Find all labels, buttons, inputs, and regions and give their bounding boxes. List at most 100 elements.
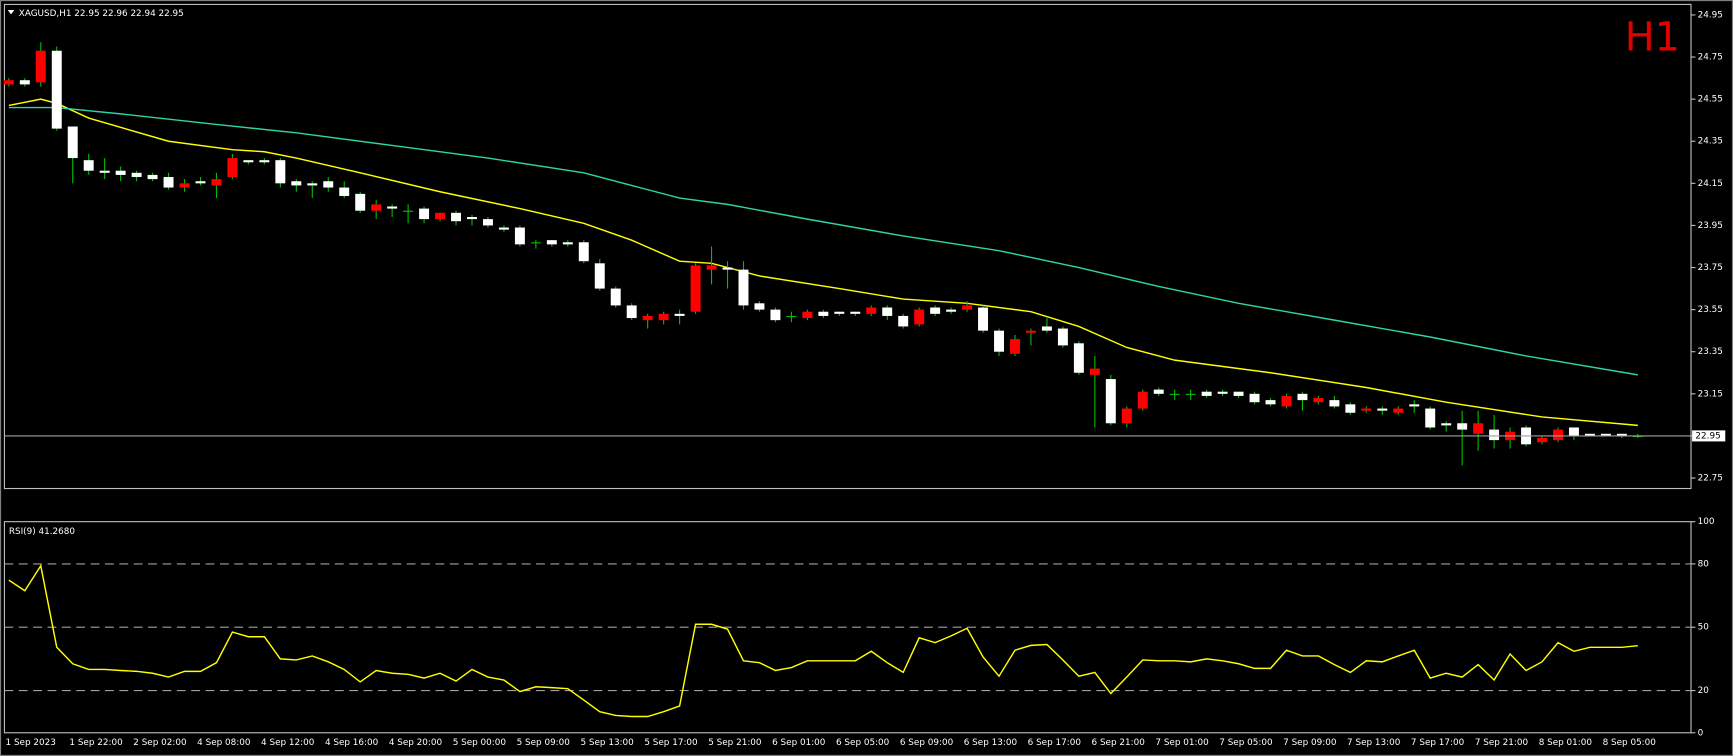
x-tick-label: 4 Sep 16:00: [325, 738, 379, 748]
x-tick-label: 5 Sep 21:00: [708, 738, 762, 748]
candle-body: [259, 160, 270, 163]
candle-body: [243, 160, 254, 163]
x-tick-label: 6 Sep 17:00: [1028, 738, 1082, 748]
candle-body: [307, 183, 318, 186]
rsi-header: RSI(9) 41.2680: [9, 527, 76, 537]
candle-body: [1441, 423, 1452, 426]
candle-body: [35, 50, 46, 83]
x-tick-label: 6 Sep 21:00: [1092, 738, 1146, 748]
candle-body: [467, 217, 477, 220]
candle-body: [610, 288, 621, 306]
symbol-header: XAGUSD,H1 22.95 22.96 22.94 22.95: [19, 9, 184, 19]
candle-body: [227, 158, 238, 178]
candle-body: [1600, 433, 1611, 436]
candle-body: [978, 307, 989, 331]
candle-body: [562, 242, 573, 245]
x-tick-label: 2 Sep 02:00: [133, 738, 187, 748]
x-tick-label: 5 Sep 00:00: [453, 738, 507, 748]
y-tick-label: 24.95: [1698, 10, 1723, 20]
candle-body: [1105, 379, 1116, 424]
candle-body: [1073, 343, 1084, 373]
candle-body: [1265, 400, 1276, 405]
candle-body: [1201, 391, 1212, 396]
candle-body: [83, 160, 94, 171]
candle-body: [1584, 433, 1595, 436]
price-panel: [3, 3, 1692, 490]
x-tick-label: 1 Sep 2023: [6, 738, 56, 748]
candle-body: [546, 240, 557, 245]
x-tick-label: 7 Sep 21:00: [1475, 738, 1529, 748]
candle-body: [482, 219, 493, 226]
y-tick-label: 24.35: [1698, 137, 1723, 147]
candle-body: [1537, 438, 1547, 443]
candle-body: [1233, 391, 1244, 396]
candle-body: [738, 269, 749, 306]
y-tick-label: 80: [1698, 559, 1710, 569]
candle-body: [994, 330, 1004, 352]
candle-body: [706, 265, 717, 270]
candle-body: [530, 242, 541, 244]
candle-body: [1457, 423, 1468, 430]
x-tick-label: 7 Sep 05:00: [1219, 738, 1273, 748]
x-tick-label: 5 Sep 13:00: [580, 738, 634, 748]
y-tick-label: 24.55: [1698, 95, 1723, 105]
x-tick-label: 5 Sep 09:00: [517, 738, 571, 748]
y-tick-label: 24.15: [1698, 179, 1723, 189]
candle-body: [147, 174, 158, 180]
candle-body: [211, 179, 222, 186]
candle-body: [355, 193, 366, 211]
candle-body: [1185, 393, 1196, 395]
x-tick-label: 8 Sep 01:00: [1539, 738, 1593, 748]
x-tick-label: 1 Sep 22:00: [69, 738, 123, 748]
candle-body: [19, 80, 30, 85]
candle-body: [51, 50, 62, 129]
candle-body: [115, 170, 126, 175]
candle-body: [866, 307, 877, 314]
x-tick-label: 4 Sep 20:00: [389, 738, 443, 748]
candle-body: [99, 170, 110, 173]
candle-body: [1393, 408, 1404, 413]
y-tick-label: 0: [1698, 728, 1704, 738]
candle-body: [770, 309, 781, 321]
candle-body: [1553, 429, 1563, 441]
candle-body: [1153, 389, 1164, 394]
candle-body: [642, 315, 653, 321]
candle-body: [1313, 398, 1324, 403]
candle-body: [1249, 393, 1260, 403]
candle-body: [802, 311, 813, 319]
candle-body: [1010, 339, 1020, 354]
candle-body: [1489, 429, 1500, 441]
candle-body: [1041, 326, 1052, 331]
candle-body: [1169, 393, 1180, 395]
price-tag-label: 22.95: [1695, 431, 1720, 441]
candle-body: [722, 267, 733, 270]
candle-body: [387, 206, 398, 209]
candle-body: [818, 311, 829, 316]
candle-body: [962, 305, 973, 310]
candle-body: [403, 210, 414, 212]
moving-average: [8, 98, 1638, 427]
y-tick-label: 23.15: [1698, 389, 1723, 399]
candle-body: [131, 172, 142, 178]
x-tick-label: 6 Sep 05:00: [836, 738, 890, 748]
candle-body: [451, 212, 461, 222]
candle-body: [498, 227, 509, 230]
candle-body: [1345, 404, 1356, 413]
candle-body: [914, 309, 925, 325]
candle-body: [1281, 395, 1292, 407]
moving-average: [8, 106, 1638, 376]
y-tick-label: 100: [1698, 517, 1715, 527]
candle-body: [930, 307, 941, 314]
candle-body: [690, 265, 701, 312]
y-tick-label: 24.75: [1698, 53, 1723, 63]
x-tick-label: 7 Sep 17:00: [1411, 738, 1465, 748]
candle-body: [435, 212, 446, 220]
candle-body: [594, 263, 605, 289]
candle-body: [195, 181, 206, 184]
y-tick-label: 20: [1698, 686, 1710, 696]
candle-body: [371, 204, 382, 211]
y-tick-label: 23.75: [1698, 263, 1723, 273]
candle-body: [882, 307, 893, 316]
menu-arrow[interactable]: [7, 9, 15, 15]
